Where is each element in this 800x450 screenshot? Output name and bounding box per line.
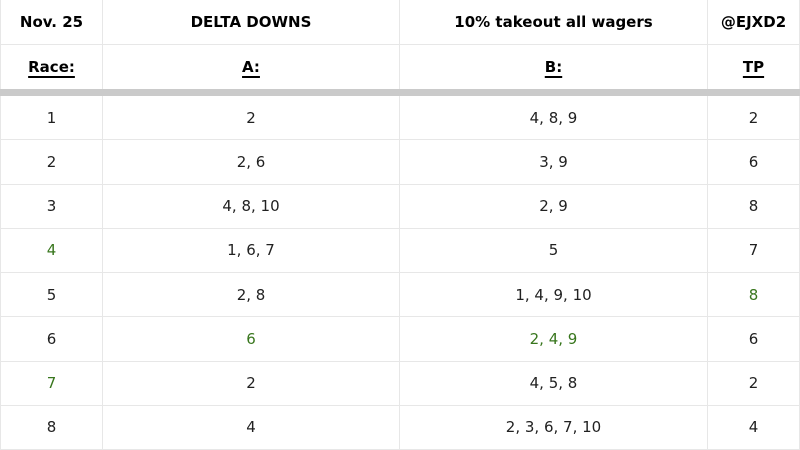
a-picks: 1, 6, 7 [103, 228, 400, 273]
column-header-b: B: [400, 45, 708, 89]
race-number: 7 [0, 361, 103, 406]
b-picks: 4, 5, 8 [400, 361, 708, 406]
b-picks: 3, 9 [400, 140, 708, 185]
tp-pick: 6 [708, 140, 800, 185]
b-picks: 2, 9 [400, 184, 708, 229]
a-picks: 6 [103, 317, 400, 362]
race-number: 2 [0, 140, 103, 185]
b-picks: 1, 4, 9, 10 [400, 273, 708, 318]
race-number: 4 [0, 228, 103, 273]
race-number: 3 [0, 184, 103, 229]
a-picks: 2 [103, 96, 400, 141]
tp-pick: 8 [708, 273, 800, 318]
race-number: 6 [0, 317, 103, 362]
tp-pick: 2 [708, 361, 800, 406]
column-header-a: A: [103, 45, 400, 89]
header-divider-band [0, 89, 800, 96]
race-number: 1 [0, 96, 103, 141]
a-picks: 2, 6 [103, 140, 400, 185]
a-picks: 4, 8, 10 [103, 184, 400, 229]
tp-pick: 8 [708, 184, 800, 229]
race-number: 5 [0, 273, 103, 318]
tp-pick: 4 [708, 405, 800, 450]
race-number: 8 [0, 405, 103, 450]
header-track: DELTA DOWNS [103, 0, 400, 45]
a-picks: 2, 8 [103, 273, 400, 318]
b-picks: 2, 3, 6, 7, 10 [400, 405, 708, 450]
tp-pick: 2 [708, 96, 800, 141]
b-picks: 4, 8, 9 [400, 96, 708, 141]
tp-pick: 7 [708, 228, 800, 273]
header-date: Nov. 25 [0, 0, 103, 45]
column-header-tp: TP [708, 45, 800, 89]
column-header-race: Race: [0, 45, 103, 89]
b-picks: 2, 4, 9 [400, 317, 708, 362]
header-handle: @EJXD2 [708, 0, 800, 45]
header-note: 10% takeout all wagers [400, 0, 708, 45]
a-picks: 2 [103, 361, 400, 406]
tp-pick: 6 [708, 317, 800, 362]
b-picks: 5 [400, 228, 708, 273]
a-picks: 4 [103, 405, 400, 450]
